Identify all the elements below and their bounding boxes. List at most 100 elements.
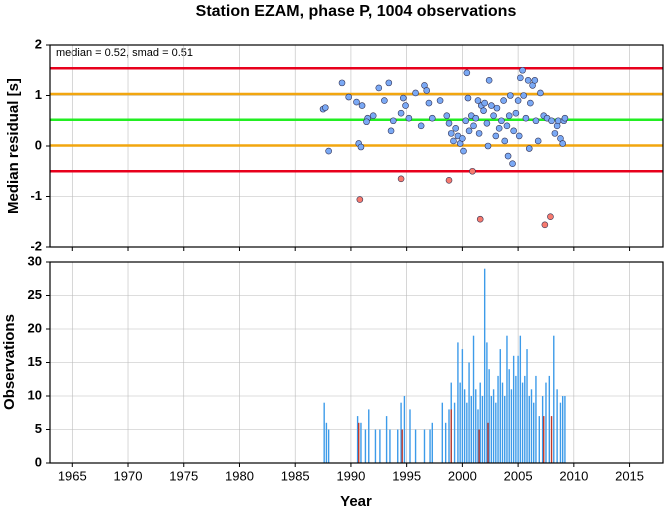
point (423, 87, 431, 94)
point (462, 117, 470, 125)
bar (545, 382, 547, 463)
point (428, 114, 436, 122)
point (509, 160, 516, 167)
x-axis-label: Year (340, 493, 372, 510)
y-axis-label: Observations (1, 314, 18, 410)
plot-frame (49, 261, 664, 464)
bar (490, 396, 493, 463)
point (532, 117, 540, 125)
point (474, 97, 482, 104)
bar (403, 396, 406, 463)
point (385, 79, 393, 87)
bar (327, 429, 330, 463)
bar (492, 389, 495, 463)
point (452, 125, 459, 132)
point (447, 130, 455, 137)
point (510, 127, 517, 135)
bar (463, 389, 466, 463)
bar (564, 396, 566, 463)
bar (535, 375, 537, 463)
bar (468, 362, 470, 463)
point (445, 177, 453, 184)
bar (409, 409, 411, 463)
annotation: median = 0.52, smad = 0.51 (56, 47, 193, 59)
y-tick-label: 10 (28, 387, 42, 402)
bar (478, 429, 480, 463)
point (443, 112, 451, 119)
point (520, 92, 527, 99)
point (363, 118, 370, 126)
bar (524, 375, 526, 463)
bar (479, 382, 481, 463)
point (501, 137, 509, 145)
point (325, 147, 332, 155)
point (554, 117, 562, 125)
point (559, 140, 566, 147)
chart-title: Station EZAM, phase P, 1004 observations (196, 3, 517, 20)
x-tick-label: 2010 (559, 468, 588, 483)
bar (459, 382, 461, 463)
point (450, 137, 457, 145)
bar (488, 369, 490, 463)
point (436, 97, 444, 104)
point (375, 84, 383, 92)
bar (517, 355, 519, 463)
bar (519, 335, 522, 463)
point (400, 94, 407, 102)
point (475, 130, 483, 137)
x-tick-label: 2005 (504, 468, 533, 483)
point (397, 109, 405, 117)
bar (477, 409, 479, 463)
bar (444, 422, 447, 463)
point (524, 77, 532, 84)
point (465, 127, 473, 135)
bar (401, 429, 403, 463)
bar (481, 396, 484, 463)
bar (487, 422, 489, 463)
x-tick-label: 1975 (169, 468, 198, 483)
bar (510, 389, 513, 463)
y-tick-label: 25 (28, 287, 42, 302)
point (397, 175, 405, 183)
x-tick-label: 2015 (615, 468, 644, 483)
point (505, 112, 513, 119)
point (369, 112, 377, 119)
y-tick-label: 0 (35, 137, 42, 152)
point (357, 143, 365, 151)
bar (504, 396, 506, 463)
point (381, 97, 388, 104)
bar (506, 335, 508, 463)
bar (429, 429, 431, 463)
y-axis-label: Median residual [s] (5, 78, 22, 214)
bar (526, 349, 528, 463)
bar (556, 389, 558, 463)
point (492, 132, 500, 140)
x-tick-label: 1980 (225, 468, 254, 483)
point (515, 132, 523, 140)
point (338, 79, 346, 87)
y-tick-label: 2 (35, 36, 42, 51)
y-tick-label: 1 (35, 87, 42, 102)
point (459, 135, 466, 142)
bar (356, 416, 359, 463)
y-tick-label: -1 (30, 188, 42, 203)
bar (461, 349, 464, 463)
point (485, 77, 493, 84)
point (561, 114, 569, 122)
point (512, 109, 520, 117)
y-tick-label: 5 (35, 421, 42, 436)
bar (533, 402, 535, 463)
point (480, 107, 487, 114)
point (484, 142, 492, 150)
y-tick-label: 15 (28, 354, 42, 369)
point (500, 97, 507, 104)
point (488, 102, 495, 109)
point (541, 221, 549, 229)
bar (431, 422, 433, 463)
bar (441, 402, 444, 463)
bar (400, 402, 402, 463)
bar (360, 422, 362, 463)
x-tick-label: 1970 (114, 468, 143, 483)
